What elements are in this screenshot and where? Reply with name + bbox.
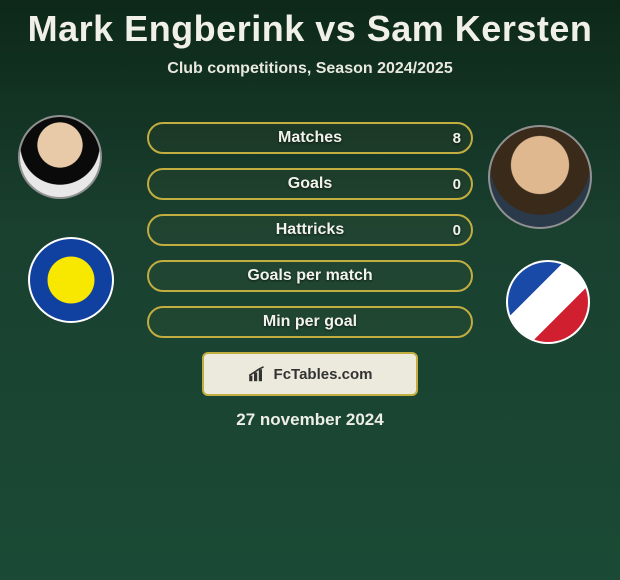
stat-bar-value-right: 8 xyxy=(453,124,461,152)
subtitle: Club competitions, Season 2024/2025 xyxy=(0,60,620,78)
stat-bar-label: Hattricks xyxy=(149,216,471,244)
infographic-root: Mark Engberink vs Sam Kersten Club compe… xyxy=(0,0,620,580)
brand-text: FcTables.com xyxy=(274,366,373,383)
stat-bar-label: Goals per match xyxy=(149,262,471,290)
stat-bar-label: Matches xyxy=(149,124,471,152)
stat-bar-value-right: 0 xyxy=(453,216,461,244)
stat-bar: Goals per match xyxy=(147,260,473,292)
brand-badge: FcTables.com xyxy=(202,352,418,396)
stat-bar: Min per goal xyxy=(147,306,473,338)
chart-icon xyxy=(248,366,268,382)
stat-bar: Hattricks0 xyxy=(147,214,473,246)
page-title: Mark Engberink vs Sam Kersten xyxy=(0,0,620,50)
stat-bar-label: Goals xyxy=(149,170,471,198)
stat-bar: Matches8 xyxy=(147,122,473,154)
stat-bars: Matches8Goals0Hattricks0Goals per matchM… xyxy=(0,122,620,362)
date-line: 27 november 2024 xyxy=(0,410,620,430)
stat-bar-value-right: 0 xyxy=(453,170,461,198)
stat-bar: Goals0 xyxy=(147,168,473,200)
stat-bar-label: Min per goal xyxy=(149,308,471,336)
